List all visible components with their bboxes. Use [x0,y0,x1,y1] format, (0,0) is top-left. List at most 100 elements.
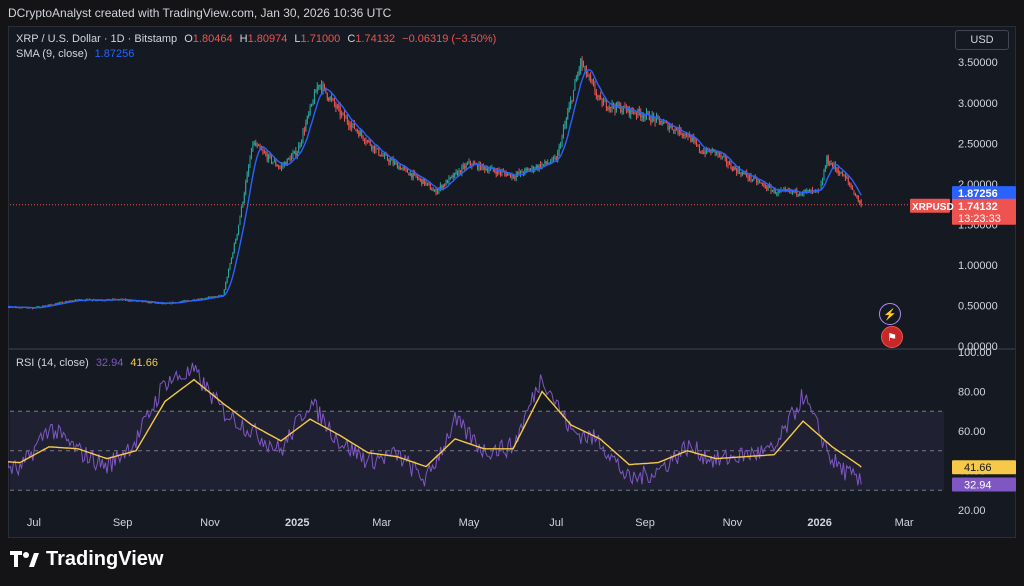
candle-body [666,122,668,124]
tradingview-logo[interactable]: TradingView [10,548,163,571]
candle-body [255,143,257,146]
candle-body [541,164,543,168]
candle-body [515,174,517,178]
candle-body [749,175,751,179]
candle-body [371,145,373,149]
candle-body [843,174,845,177]
candle-body [605,100,607,109]
candle-body [364,139,366,142]
rsi-legend[interactable]: RSI (14, close) 32.94 41.66 [16,357,162,369]
candle-body [581,59,583,66]
candle-body [319,85,321,87]
candle-body [263,151,265,153]
candle-body [8,307,9,309]
candle-body [655,116,657,122]
candle-body [276,165,278,167]
candle-body [495,171,497,174]
candle-body [487,168,489,172]
candle-body [570,100,572,106]
candle-body [571,100,573,102]
candle-body [728,162,730,165]
price-tick-label: 3.50000 [958,57,998,69]
candle-body [395,162,397,164]
candle-body [834,164,836,169]
candle-body [459,170,461,174]
symbol-title[interactable]: XRP / U.S. Dollar · 1D · Bitstamp [16,33,178,45]
candle-body [223,289,225,296]
candle-body [374,145,376,152]
candle-body [315,91,317,93]
us-flag-icon[interactable]: ⚑ [881,326,903,348]
candle-body [96,300,98,302]
candle-body [796,189,798,195]
candle-body [839,173,841,175]
candle-body [761,182,763,184]
candle-body [338,105,340,107]
candle-body [545,161,547,164]
candle-body [840,171,842,174]
candle-body [245,182,247,194]
candle-body [313,91,315,104]
candle-body [199,298,201,300]
candle-body [465,164,467,169]
rsi-ma-value: 41.66 [130,357,158,369]
candle-body [694,139,696,142]
candle-body [860,199,862,205]
candle-body [804,190,806,192]
candle-body [512,174,514,178]
chart-canvas[interactable]: 3.500003.000002.500002.000001.500001.000… [8,26,1016,538]
candle-body [701,152,703,154]
candle-body [308,113,310,117]
x-tick-label: Mar [372,517,391,529]
candle-body [698,145,700,152]
candle-body [74,299,76,301]
candle-body [437,190,439,194]
candle-body [291,155,293,161]
price-tick-label: 1.00000 [958,260,998,272]
candle-body [700,151,702,153]
candle-body [684,133,686,136]
candle-body [763,183,765,185]
candle-body [663,122,665,124]
candle-body [208,297,210,299]
candle-body [854,194,856,196]
candle-body [248,166,250,174]
alert-lightning-icon[interactable]: ⚡ [879,303,901,325]
candle-body [426,182,428,184]
candle-body [412,172,414,178]
candle-body [507,173,509,176]
candle-body [527,169,529,171]
candle-body [628,106,630,115]
candle-body [837,170,839,174]
candle-body [697,145,699,147]
candle-body [771,190,773,192]
rsi-ma-badge-text: 41.66 [964,462,992,474]
candle-body [262,150,264,152]
candle-body [811,189,814,191]
sma-legend[interactable]: SMA (9, close) 1.87256 [16,48,138,60]
candle-body [62,302,64,304]
currency-button[interactable]: USD [955,30,1009,50]
candle-body [292,153,294,156]
candle-body [621,110,623,113]
candle-body [385,154,387,156]
candle-body [323,85,325,88]
candle-body [827,156,829,164]
candle-body [76,299,78,301]
candle-body [265,152,267,155]
candle-body [687,135,689,138]
candle-body [499,171,501,174]
candle-body [295,151,297,156]
candle-body [162,303,164,305]
candle-body [640,112,642,118]
candle-body [289,158,291,161]
candle-body [452,175,454,178]
symbol-badge [910,198,950,213]
candle-body [362,135,364,140]
candle-body [726,157,728,164]
candle-body [634,113,636,115]
ohlc-high: H1.80974 [239,33,288,45]
candle-body [200,298,202,300]
candle-body [326,92,328,99]
candle-body [341,113,343,116]
